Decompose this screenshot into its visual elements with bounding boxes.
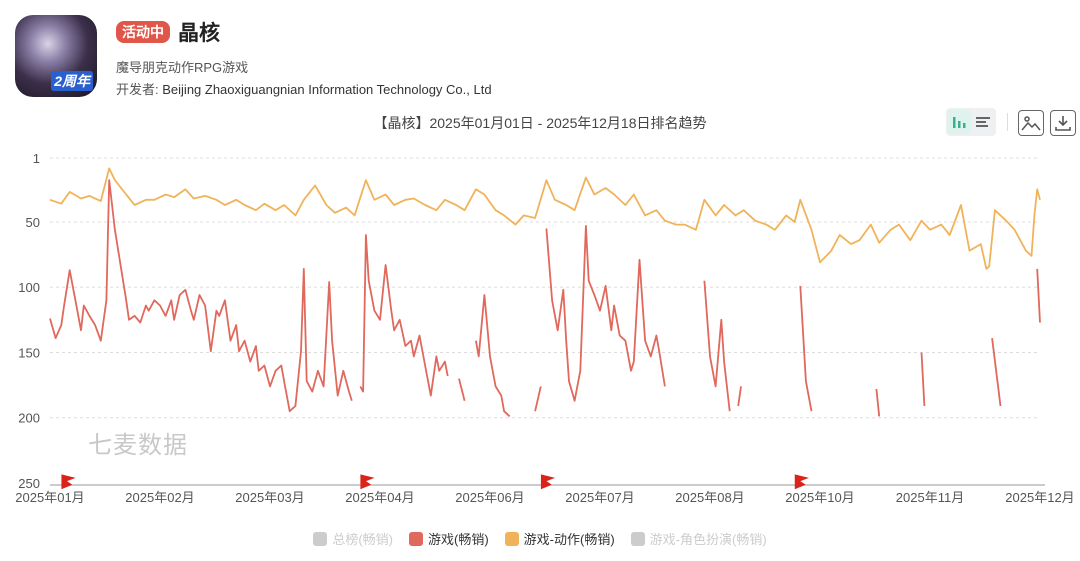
download-icon <box>1055 116 1071 131</box>
legend-label: 游戏(畅销) <box>428 532 489 547</box>
series-line-action <box>49 167 1041 270</box>
save-image-button[interactable] <box>1018 110 1044 136</box>
series-line-games <box>737 386 742 407</box>
legend-swatch <box>504 531 519 546</box>
x-tick-label: 2025年06月 <box>455 490 524 505</box>
legend-item-games[interactable]: 游戏(畅销) <box>409 529 489 548</box>
x-tick-label: 2025年08月 <box>675 490 744 505</box>
developer-name: Beijing Zhaoxiguangnian Information Tech… <box>162 82 492 97</box>
y-tick-label: 1 <box>33 151 40 166</box>
bar-chart-icon[interactable] <box>947 110 971 134</box>
event-flag-icon <box>540 474 556 489</box>
x-tick-label: 2025年11月 <box>896 490 964 505</box>
y-tick-label: 250 <box>18 476 40 491</box>
legend-label: 游戏-角色扮演(畅销) <box>649 532 767 547</box>
x-tick-label: 2025年07月 <box>565 490 634 505</box>
anniversary-badge: 2周年 <box>51 71 93 91</box>
event-flag-icon <box>794 474 809 489</box>
y-tick-label: 100 <box>18 280 40 295</box>
legend-swatch <box>409 531 423 546</box>
developer-label: 开发者: <box>116 82 159 97</box>
x-tick-label: 2025年03月 <box>235 490 304 505</box>
list-icon[interactable] <box>971 110 995 134</box>
app-title: 晶核 <box>178 22 220 45</box>
status-badge: 活动中 <box>116 21 170 43</box>
legend-item-total[interactable]: 总榜(畅销) <box>313 529 393 548</box>
developer-line: 开发者: Beijing Zhaoxiguangnian Information… <box>116 79 492 98</box>
series-line-games <box>359 234 449 397</box>
series-line-games <box>458 378 466 402</box>
view-toggle[interactable] <box>946 108 996 136</box>
y-tick-label: 50 <box>26 215 40 230</box>
series-line-games <box>875 388 881 417</box>
x-tick-label: 2025年02月 <box>125 490 194 505</box>
series-line-games <box>799 285 813 412</box>
chart-title: 【晶核】2025年01月01日 - 2025年12月18日排名趋势 <box>373 115 707 131</box>
x-tick-label: 2025年12月 <box>1005 490 1074 505</box>
series-line-games <box>703 280 731 412</box>
series-line-games <box>991 337 1002 407</box>
download-button[interactable] <box>1050 110 1076 136</box>
y-tick-label: 200 <box>18 411 40 426</box>
series-line-games <box>534 386 542 412</box>
series-line-games <box>475 294 511 418</box>
y-tick-label: 150 <box>18 345 40 360</box>
watermark: 七麦数据 <box>88 432 188 459</box>
chart-legend: 总榜(畅销) 游戏(畅销) 游戏-动作(畅销) 游戏-角色扮演(畅销) <box>0 529 1080 548</box>
app-subtitle: 魔导朋克动作RPG游戏 <box>116 60 249 75</box>
series-line-games <box>49 179 353 413</box>
x-tick-label: 2025年01月 <box>15 490 84 505</box>
x-tick-label: 2025年10月 <box>785 490 854 505</box>
event-flag-icon <box>360 474 375 489</box>
event-flag-icon <box>61 474 76 489</box>
toolbar-divider <box>1006 113 1008 131</box>
series-line-games <box>1036 268 1041 323</box>
series-line-games <box>920 352 926 407</box>
legend-label: 总榜(畅销) <box>332 532 393 547</box>
legend-swatch <box>630 531 645 546</box>
series-line-games <box>545 224 666 402</box>
legend-swatch <box>313 531 328 546</box>
image-icon <box>1021 116 1041 131</box>
app-icon: 2周年 <box>15 15 97 97</box>
legend-item-rpg[interactable]: 游戏-角色扮演(畅销) <box>630 529 767 548</box>
legend-item-action[interactable]: 游戏-动作(畅销) <box>504 529 615 548</box>
x-tick-label: 2025年04月 <box>345 490 414 505</box>
legend-label: 游戏-动作(畅销) <box>523 532 615 547</box>
